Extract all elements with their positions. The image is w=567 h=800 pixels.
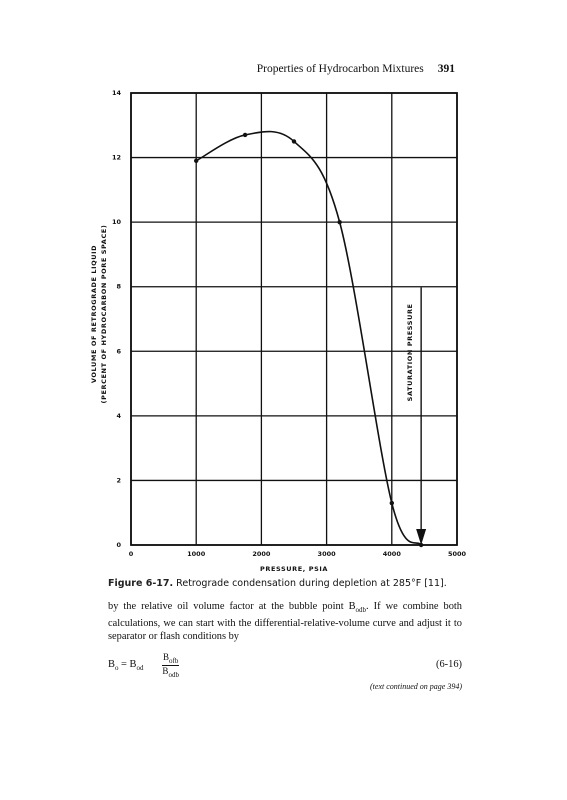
symbol: B [108,659,115,670]
data-point [418,542,424,548]
text: by the relative oil volume factor at the… [108,601,356,612]
y-tick-label: 14 [112,89,122,97]
y-axis-label: (PERCENT OF HYDROCARBON PORE SPACE) [100,225,108,404]
fraction: Bofb Bodb [162,652,180,679]
x-tick-label: 4000 [383,550,402,558]
equation-number: (6-16) [436,659,462,670]
y-tick-label: 6 [116,347,121,355]
caption: Figure 6-17. Retrograde condensation dur… [108,578,447,589]
x-tick-label: 2000 [252,550,271,558]
x-tick-label: 0 [129,550,134,558]
caption-number: Figure 6-17. [108,578,174,589]
y-tick-label: 10 [112,218,122,226]
text: . If we combine both calculations, we ca… [108,601,463,643]
subscript: ofb [169,656,179,665]
page-number: 391 [437,63,455,75]
y-tick-label: 0 [116,541,121,549]
y-axis-label: VOLUME OF RETROGRADE LIQUID [90,245,98,383]
plot-frame [130,92,458,546]
y-tick-label: 4 [116,412,121,420]
subscript: odb [168,670,179,679]
y-tick-label: 2 [116,476,121,484]
equation: Bo = Bod Bofb Bodb (6-16) [108,652,462,679]
y-tick-label: 12 [112,154,121,162]
subscript: od [136,664,144,673]
header-title: Properties of Hydrocarbon Mixtures [256,63,424,75]
data-point [242,132,248,138]
denominator: Bodb [162,666,179,679]
symbol: = [121,659,127,670]
symbol: B [129,659,137,670]
running-header: Properties of Hydrocarbon Mixtures 391 [257,63,455,75]
paragraph: by the relative oil volume factor at the… [108,600,462,643]
annotation-arrow [416,529,427,545]
continued-note: (text continued on page 394) [370,682,462,691]
data-line [195,130,422,546]
data-point [194,158,199,163]
numerator: Bofb [162,652,180,666]
data-point [389,500,394,506]
eq-lhs: Bo = Bod [108,659,143,672]
subscript: odb [355,606,367,615]
data-point [337,219,342,225]
x-tick-label: 1000 [187,550,206,558]
x-tick-label: 3000 [318,550,337,558]
caption-text: Retrograde condensation during depletion… [176,578,447,589]
x-tick-label: 5000 [448,550,467,558]
annotation-text: SATURATION PRESSURE [406,303,414,401]
x-axis-label: PRESSURE, PSIA [260,565,328,573]
symbol: B [163,652,170,662]
symbol: B [162,665,169,676]
subscript: o [114,664,119,673]
data-point [291,139,297,144]
y-tick-label: 8 [116,283,121,291]
